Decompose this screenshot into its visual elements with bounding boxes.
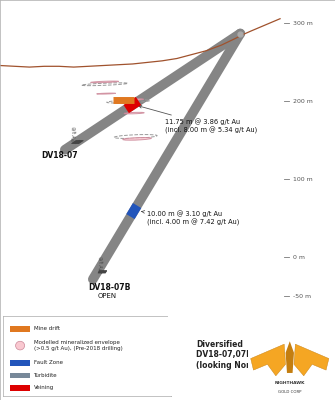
Text: Mine drift: Mine drift [34,326,60,331]
Text: Diversified
DV18-07,07B section
(looking Northeast): Diversified DV18-07,07B section (looking… [196,340,286,370]
Bar [10,360,30,366]
Text: 11.75 m @ 3.86 g/t Au
(incl. 8.00 m @ 5.34 g/t Au): 11.75 m @ 3.86 g/t Au (incl. 8.00 m @ 5.… [139,106,257,134]
Text: GOLD CORP: GOLD CORP [278,390,302,394]
Text: DV18-07B: DV18-07B [88,283,131,292]
Text: 300 m: 300 m [293,21,313,26]
Text: Modelled mineralized envelope
(>0.5 g/t Au), (Pre-2018 drilling): Modelled mineralized envelope (>0.5 g/t … [34,340,122,351]
Ellipse shape [97,93,116,94]
Text: 200 m: 200 m [293,99,313,104]
Text: g/t Au: g/t Au [70,126,76,142]
Text: -50 m: -50 m [293,294,312,299]
Text: Veining: Veining [34,386,54,390]
Text: Fault Zone: Fault Zone [34,360,63,365]
Text: 0 m: 0 m [293,255,305,260]
Polygon shape [251,344,285,376]
Bar [10,386,30,391]
Polygon shape [285,341,294,373]
Ellipse shape [15,341,25,350]
Ellipse shape [123,138,151,140]
Ellipse shape [116,99,143,101]
Bar [10,326,30,332]
Text: NIGHTHAWK: NIGHTHAWK [274,381,305,385]
Text: 100 m: 100 m [293,177,313,182]
Polygon shape [294,344,329,376]
Text: 10.00 m @ 3.10 g/t Au
(incl. 4.00 m @ 7.42 g/t Au): 10.00 m @ 3.10 g/t Au (incl. 4.00 m @ 7.… [142,210,240,226]
Ellipse shape [91,81,119,83]
Text: Turbidite: Turbidite [34,373,57,378]
Text: OPEN: OPEN [98,293,117,299]
Ellipse shape [124,112,144,114]
Bar [10,373,30,378]
Text: g/t Au: g/t Au [96,256,103,272]
Text: DV18-07: DV18-07 [41,150,78,160]
